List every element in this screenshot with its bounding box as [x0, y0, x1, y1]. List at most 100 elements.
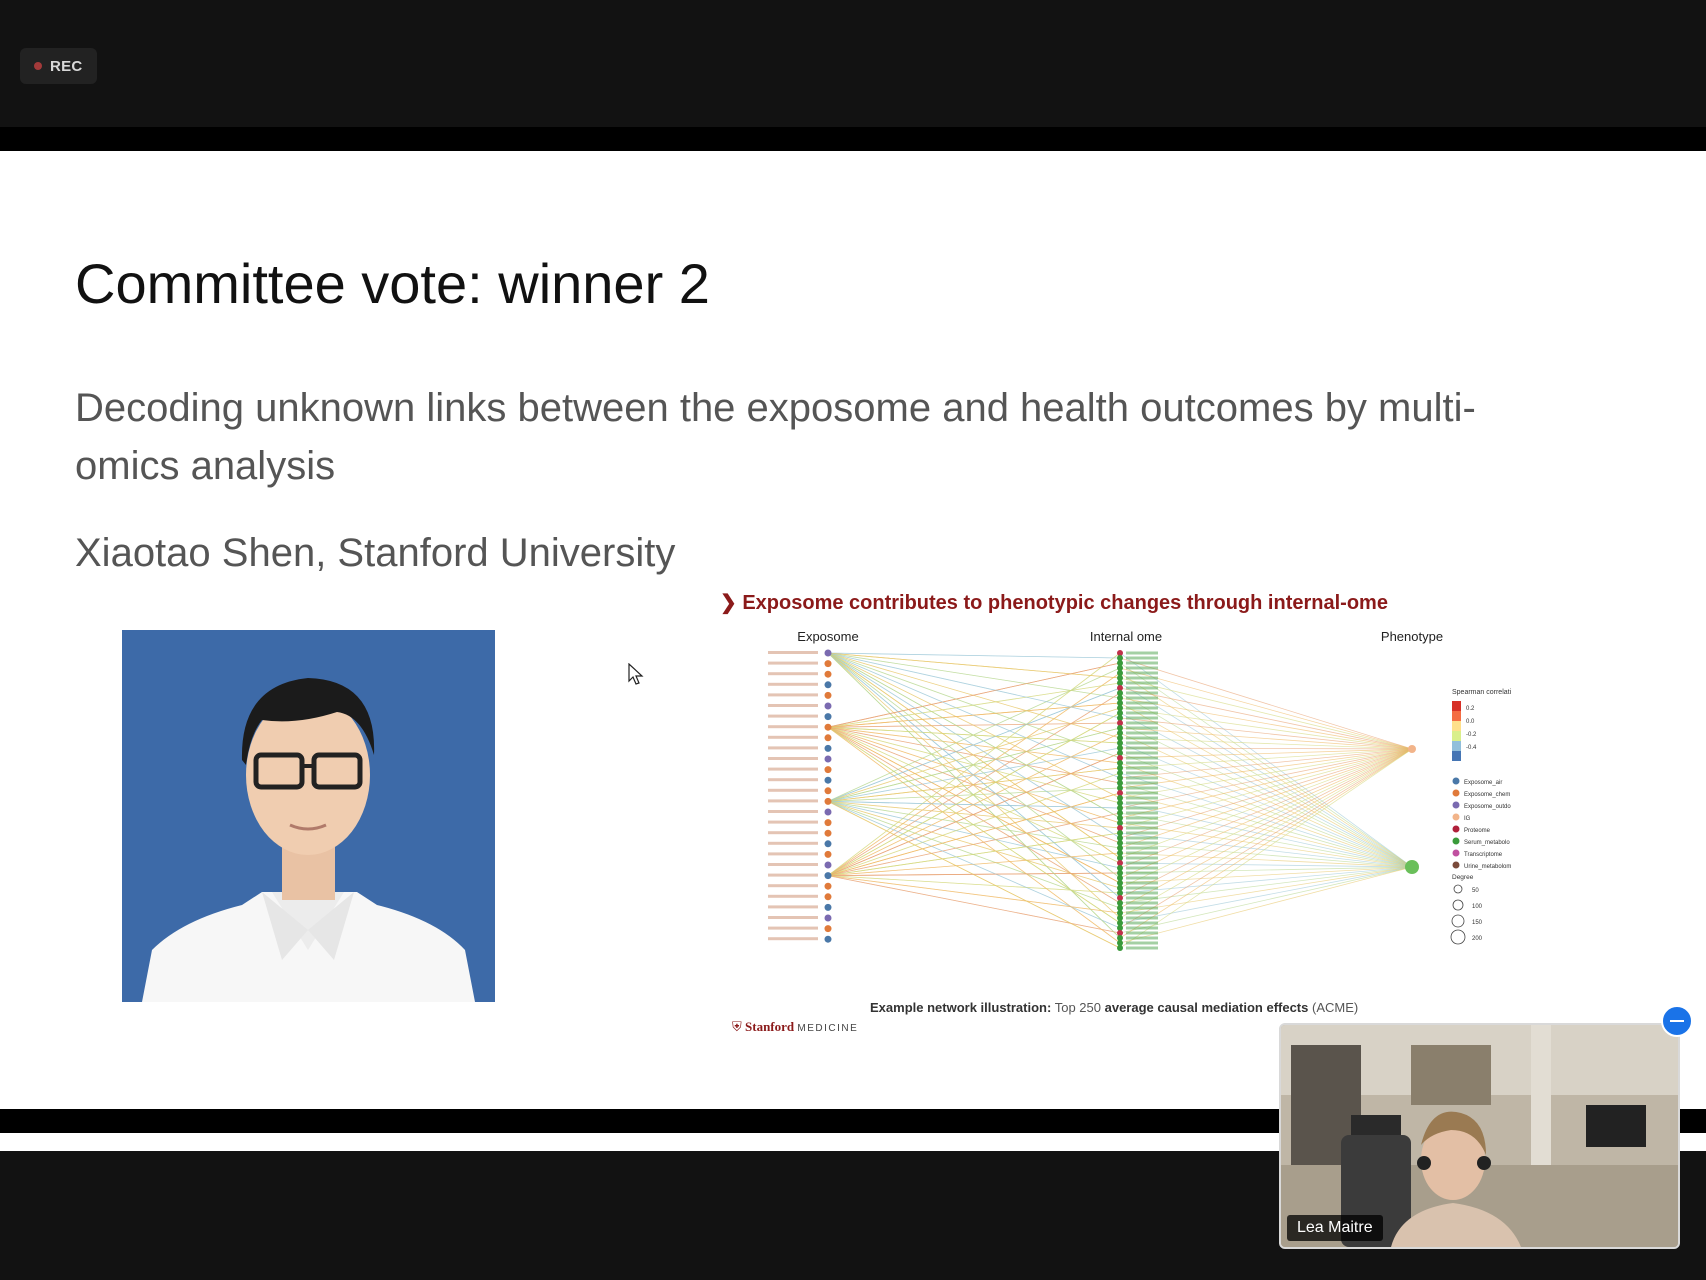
exposome-node-label	[768, 905, 818, 909]
network-edge	[1119, 748, 1413, 889]
legend-category-dot	[1452, 789, 1460, 797]
exposome-node	[824, 819, 832, 827]
degree-legend-circle	[1453, 884, 1463, 894]
internal-node-label	[1126, 711, 1158, 715]
exposome-node	[824, 872, 832, 880]
chevron-right-icon: ❯	[720, 592, 737, 614]
internal-node-label	[1126, 806, 1158, 810]
exposome-node-label	[768, 661, 818, 665]
network-edge	[827, 801, 1121, 949]
degree-legend-circle	[1452, 899, 1464, 911]
internal-node	[1117, 945, 1123, 951]
network-edge	[1119, 682, 1413, 868]
exposome-node-label	[768, 651, 818, 654]
internal-node	[1117, 800, 1123, 806]
network-edge	[827, 652, 1121, 759]
legend-colorbar-segment	[1452, 731, 1461, 741]
internal-node	[1117, 915, 1123, 921]
network-edge	[1119, 657, 1413, 750]
internal-node	[1117, 670, 1123, 676]
network-edge	[1119, 662, 1413, 868]
internal-node-label	[1126, 736, 1158, 740]
internal-node	[1117, 870, 1123, 876]
internal-node	[1117, 860, 1123, 866]
legend-colorbar-segment	[1452, 701, 1461, 711]
internal-node-label	[1126, 846, 1158, 850]
minimize-video-button[interactable]	[1661, 1005, 1693, 1037]
network-edge	[1119, 667, 1413, 750]
internal-node-label	[1126, 866, 1158, 870]
network-edge	[827, 832, 1121, 876]
logo-text: Stanford	[745, 1019, 795, 1034]
exposome-node	[824, 840, 832, 848]
exposome-node	[824, 776, 832, 784]
internal-node	[1117, 845, 1123, 851]
network-edge	[1119, 748, 1413, 809]
internal-node-label	[1126, 776, 1158, 780]
exposome-node-label	[768, 682, 818, 686]
network-edge	[1119, 866, 1413, 924]
degree-legend-circle	[1451, 914, 1465, 928]
network-edge	[1119, 692, 1413, 868]
internal-node-label	[1126, 721, 1158, 725]
caption-end: (ACME)	[1312, 1000, 1359, 1015]
internal-node	[1117, 660, 1123, 666]
internal-node	[1117, 745, 1123, 751]
network-edge	[1119, 722, 1413, 868]
network-edge	[1119, 727, 1413, 750]
recording-indicator[interactable]: REC	[20, 48, 97, 84]
exposome-node-label	[768, 767, 818, 771]
exposome-node-label	[768, 810, 818, 813]
internal-node-label	[1126, 926, 1158, 930]
internal-node-label	[1126, 726, 1158, 730]
network-edge	[1119, 748, 1413, 819]
participant-video-tile[interactable]: Lea Maitre	[1279, 1023, 1680, 1249]
internal-node-label	[1126, 931, 1158, 935]
legend-category-dot	[1452, 861, 1460, 869]
network-edge	[1119, 866, 1413, 914]
exposome-node	[824, 766, 832, 774]
network-figure: Exposome Internal ome Phenotype Spearman co…	[720, 591, 1530, 991]
mouse-cursor-icon	[628, 663, 644, 685]
presenter-photo	[122, 630, 495, 1002]
legend-category-label: Serum_metabolo	[1464, 840, 1510, 846]
network-edge	[1119, 748, 1413, 929]
internal-node-label	[1126, 881, 1158, 885]
degree-legend-label: 200	[1472, 936, 1483, 942]
internal-node-label	[1126, 686, 1158, 690]
network-edge	[1119, 802, 1413, 868]
legend-tick: 0.2	[1466, 706, 1475, 712]
internal-node-label	[1126, 856, 1158, 860]
internal-node-label	[1126, 681, 1158, 685]
internal-node-label	[1126, 861, 1158, 865]
network-edge	[1119, 748, 1413, 859]
internal-node-label	[1126, 901, 1158, 905]
participant-name: Lea Maitre	[1287, 1215, 1383, 1241]
internal-node	[1117, 805, 1123, 811]
network-edge	[1119, 748, 1413, 909]
exposome-node-label	[768, 831, 818, 835]
slide-title: Committee vote: winner 2	[75, 252, 710, 315]
internal-node-label	[1126, 896, 1158, 900]
exposome-node	[824, 893, 832, 901]
network-edge	[1119, 748, 1413, 829]
internal-node	[1117, 850, 1123, 856]
legend-category-dot	[1452, 837, 1460, 845]
internal-node	[1117, 835, 1123, 841]
legend-tick: 0.0	[1466, 719, 1475, 725]
network-edge	[1119, 812, 1413, 868]
internal-node	[1117, 925, 1123, 931]
exposome-node	[824, 755, 832, 763]
internal-node	[1117, 655, 1123, 661]
network-edge	[1119, 748, 1413, 799]
internal-node	[1117, 695, 1123, 701]
network-edge	[827, 652, 1121, 859]
figure-heading-text: Exposome contributes to phenotypic chang…	[742, 592, 1388, 614]
internal-node	[1117, 755, 1123, 761]
exposome-node	[824, 925, 832, 933]
network-edge	[827, 712, 1121, 876]
legend-colorbar-segment	[1452, 721, 1461, 731]
network-edge	[1119, 748, 1413, 899]
internal-node	[1117, 675, 1123, 681]
network-edge	[827, 752, 1121, 876]
